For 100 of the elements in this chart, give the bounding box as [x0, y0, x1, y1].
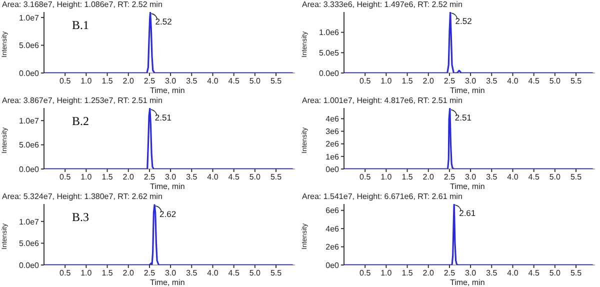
y-tick-label: 5.0e5 [318, 48, 340, 58]
x-tick-label: 4.0 [507, 76, 519, 86]
y-tick-label: 1.0e7 [18, 13, 40, 22]
y-tick-label: 5.0e6 [18, 239, 40, 248]
x-tick-label: 5.5 [270, 268, 282, 278]
x-axis-title: Time, min [450, 182, 485, 191]
x-tick-label: 5.0 [249, 172, 262, 182]
x-axis-title: Time, min [450, 278, 485, 287]
x-tick-label: 5.5 [570, 172, 582, 182]
chart-title: Area: 1.541e7, Height: 6.671e6, RT: 2.61 min [302, 192, 462, 201]
x-tick-label: 2.5 [144, 172, 156, 182]
x-tick-label: 3.0 [164, 76, 177, 86]
line-series [44, 12, 294, 73]
x-tick-label: 5.0 [549, 172, 562, 182]
line-series [44, 204, 294, 265]
x-tick-label: 1.0 [380, 76, 392, 86]
x-tick-label: 4.5 [528, 172, 540, 182]
x-tick-label: 3.0 [464, 172, 477, 182]
x-tick-label: 2.0 [122, 76, 134, 86]
line-series [344, 204, 594, 265]
y-tick-label: 0.0e0 [318, 68, 340, 78]
x-tick-label: 1.0 [80, 172, 92, 182]
x-tick-label: 2.0 [422, 172, 434, 182]
x-tick-label: 1.0 [380, 268, 392, 278]
x-tick-label: 1.5 [402, 172, 414, 182]
chart-title: Area: 5.324e7, Height: 1.380e7, RT: 2.62 min [2, 192, 162, 201]
x-tick-label: 5.5 [270, 172, 282, 182]
y-tick-label: 0e0 [326, 164, 340, 174]
annotation: B.3 [72, 210, 90, 225]
x-tick-label: 3.5 [186, 268, 198, 278]
x-tick-label: 4.0 [207, 76, 219, 86]
y-tick-label: 4e6 [326, 114, 340, 124]
annotation: B.1 [72, 18, 90, 33]
x-tick-label: 1.5 [102, 268, 114, 278]
y-tick-label: 0.0e0 [18, 68, 40, 78]
x-tick-label: 3.5 [486, 268, 498, 278]
x-tick-label: 3.0 [164, 172, 177, 182]
annotation: 2.62 [160, 208, 176, 219]
y-tick-label: 0.0e0 [18, 260, 40, 270]
chart-title: Area: 1.001e7, Height: 4.817e6, RT: 2.51 min [302, 96, 462, 105]
x-tick-label: 4.5 [528, 76, 540, 86]
x-tick-label: 4.0 [207, 268, 219, 278]
x-tick-label: 5.0 [549, 268, 562, 278]
y-tick-label: 2e6 [326, 140, 340, 149]
x-tick-label: 1.0 [80, 76, 92, 86]
x-tick-label: 2.5 [444, 172, 456, 182]
y-tick-label: 0e0 [326, 260, 340, 270]
annotation: 2.52 [155, 16, 172, 27]
x-tick-label: 5.0 [549, 76, 562, 86]
x-axis-title: Time, min [150, 86, 185, 95]
x-tick-label: 4.0 [207, 172, 219, 182]
y-tick-label: 5.0e6 [18, 41, 40, 50]
x-tick-label: 3.0 [464, 268, 477, 278]
chart-title: Area: 3.867e7, Height: 1.253e7, RT: 2.51 min [2, 96, 162, 105]
annotation: B.2 [72, 114, 90, 129]
x-tick-label: 3.0 [164, 268, 177, 278]
x-tick-label: 1.0 [80, 268, 92, 278]
annotation: 2.52 [455, 16, 472, 26]
x-tick-label: 3.5 [186, 76, 198, 86]
y-tick-label: 0.0e0 [18, 164, 40, 174]
line-series [344, 12, 594, 73]
x-tick-label: 5.5 [570, 268, 582, 278]
x-tick-label: 2.0 [122, 172, 134, 182]
line-series [344, 108, 594, 169]
x-tick-label: 4.0 [507, 268, 519, 278]
x-tick-label: 0.5 [360, 172, 372, 182]
x-tick-label: 5.5 [270, 76, 282, 86]
x-axis-title: Time, min [150, 182, 185, 191]
x-tick-label: 2.5 [144, 76, 156, 86]
y-tick-label: 1.0e6 [318, 28, 340, 38]
y-tick-label: 1.0e7 [18, 116, 40, 126]
y-tick-label: 1e6 [326, 152, 340, 162]
x-tick-label: 4.5 [228, 172, 240, 182]
x-tick-label: 2.5 [444, 268, 456, 278]
x-tick-label: 5.0 [249, 76, 262, 86]
x-tick-label: 0.5 [60, 268, 72, 278]
y-tick-label: 4e6 [326, 224, 340, 234]
x-tick-label: 2.0 [422, 76, 434, 86]
x-tick-label: 1.0 [380, 172, 392, 182]
x-tick-label: 4.5 [228, 268, 240, 278]
x-tick-label: 2.5 [144, 268, 156, 278]
x-tick-label: 4.0 [507, 172, 519, 182]
x-tick-label: 5.0 [249, 268, 262, 278]
y-tick-label: 2e6 [326, 242, 340, 252]
x-tick-label: 3.5 [486, 172, 498, 182]
x-tick-label: 0.5 [360, 76, 372, 86]
x-tick-label: 4.5 [228, 76, 240, 86]
x-tick-label: 1.5 [402, 76, 414, 86]
y-tick-label: 3e6 [326, 127, 340, 136]
x-tick-label: 2.0 [122, 268, 134, 278]
x-tick-label: 2.0 [422, 268, 434, 278]
y-tick-label: 6e6 [326, 206, 340, 216]
line-series [44, 108, 294, 169]
x-tick-label: 2.5 [444, 76, 456, 86]
y-tick-label: 1.0e7 [18, 217, 40, 226]
y-tick-label: 5.0e6 [18, 140, 40, 150]
annotation: 2.51 [154, 112, 172, 122]
x-tick-label: 3.0 [464, 76, 477, 86]
annotation: 2.61 [459, 208, 476, 218]
x-tick-label: 1.5 [102, 172, 114, 182]
